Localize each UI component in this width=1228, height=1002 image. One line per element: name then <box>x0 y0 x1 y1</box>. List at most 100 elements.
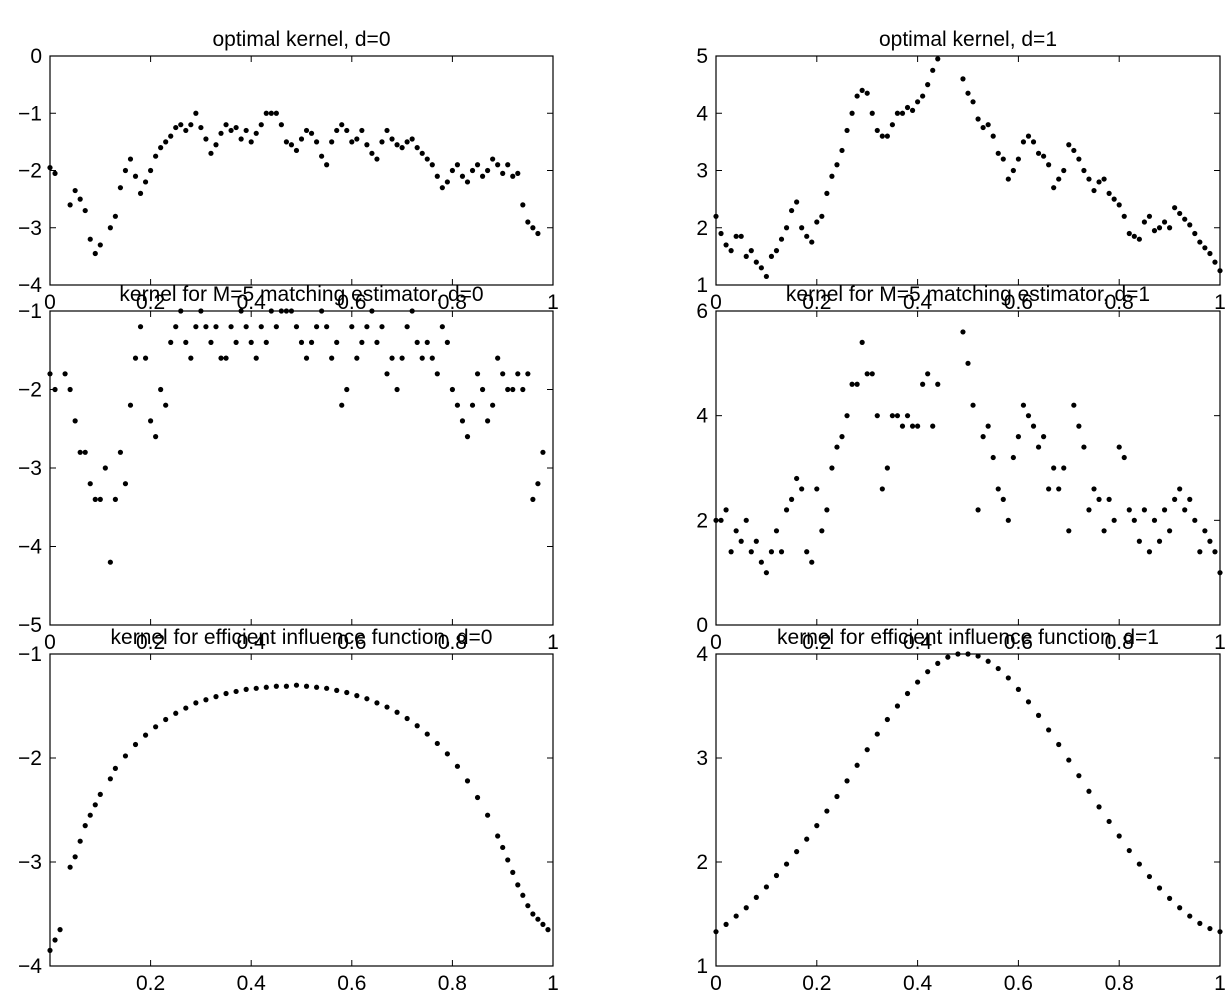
data-point <box>1086 176 1092 182</box>
x-tick-label: 0.2 <box>802 972 831 995</box>
plot-panel-1: optimal kernel, d=0 0 0.2 0.4 0.6 0.8 1 −4 −3 −2 −… <box>18 28 559 314</box>
data-point <box>884 133 890 139</box>
data-point <box>1041 434 1047 440</box>
data-point <box>525 371 531 377</box>
data-point <box>520 892 526 898</box>
data-point <box>263 339 269 345</box>
data-point <box>773 872 780 879</box>
data-point <box>874 127 880 134</box>
x-tick-label: 1 <box>1214 631 1226 654</box>
data-point <box>743 517 749 523</box>
data-point <box>364 696 370 702</box>
data-point <box>925 669 931 675</box>
data-point <box>723 507 729 513</box>
data-point <box>970 402 976 408</box>
data-point <box>298 339 305 345</box>
x-tick-label: 0.8 <box>438 291 467 314</box>
data-point <box>718 230 724 237</box>
data-point <box>520 202 526 208</box>
data-point <box>1081 444 1087 450</box>
data-point <box>879 486 885 492</box>
data-point <box>384 704 390 710</box>
x-tick-label: 0.4 <box>903 631 933 654</box>
data-point <box>72 854 78 860</box>
data-point <box>1116 444 1122 450</box>
data-point <box>379 139 385 145</box>
data-point <box>1056 741 1062 748</box>
data-point <box>193 700 199 706</box>
data-point <box>374 156 380 162</box>
data-point <box>334 687 340 694</box>
plot-title: optimal kernel, d=0 <box>212 28 390 51</box>
x-tick-label: 0 <box>710 631 722 654</box>
x-tick-label: 0.6 <box>1004 631 1033 654</box>
data-point <box>814 823 820 829</box>
data-point <box>344 127 350 134</box>
y-tick-label: 1 <box>696 274 708 297</box>
data-point <box>980 434 986 440</box>
y-tick-label: 2 <box>696 851 708 874</box>
data-point <box>188 122 194 128</box>
data-point <box>945 654 951 660</box>
y-tick-label: −4 <box>18 536 42 559</box>
data-point <box>985 658 991 664</box>
x-tick-label: 0.6 <box>337 631 366 654</box>
x-tick-label: 0.6 <box>1004 972 1033 995</box>
plot-title: kernel for M=5 matching estimator, d=1 <box>786 283 1150 306</box>
plot-panel-2: optimal kernel, d=1 0 0.2 0.4 0.6 0.8 1 1 2 3 4 5 <box>696 28 1226 314</box>
data-point <box>173 124 179 131</box>
data-point <box>535 481 541 487</box>
data-point <box>995 486 1001 492</box>
data-point <box>404 324 410 330</box>
y-tick-label: 3 <box>696 160 708 183</box>
data-point <box>915 679 921 685</box>
data-point <box>439 185 445 191</box>
data-point <box>1005 176 1011 182</box>
data-point <box>1076 156 1082 162</box>
data-point <box>1167 528 1173 534</box>
plot-title: optimal kernel, d=1 <box>879 28 1057 51</box>
data-point <box>434 371 440 377</box>
data-point <box>1096 496 1102 502</box>
data-point <box>424 731 430 737</box>
data-point <box>424 339 430 345</box>
data-point <box>728 248 734 254</box>
data-point <box>1187 496 1193 502</box>
data-point <box>268 308 274 314</box>
data-point <box>288 308 295 314</box>
x-tick-label: 0 <box>44 291 56 314</box>
data-point <box>753 538 759 544</box>
data-point <box>339 122 345 128</box>
x-tick-label: 0 <box>44 631 56 654</box>
data-point <box>1015 434 1022 440</box>
x-tick-label: 1 <box>1214 972 1226 995</box>
data-point <box>273 110 279 116</box>
data-point <box>794 475 800 482</box>
data-point <box>248 139 254 145</box>
data-point <box>1207 250 1213 257</box>
data-point <box>334 127 340 134</box>
data-point <box>258 324 264 330</box>
data-point <box>464 179 471 185</box>
data-point <box>915 423 921 429</box>
data-point <box>955 651 961 657</box>
data-point <box>1217 929 1223 935</box>
plot-frame <box>715 653 1221 967</box>
data-point <box>1091 486 1097 492</box>
data-point <box>1071 402 1077 408</box>
data-point <box>173 324 179 330</box>
data-point <box>334 339 340 345</box>
data-point <box>203 324 209 330</box>
data-point <box>87 481 93 487</box>
data-point <box>1051 185 1057 191</box>
data-point <box>158 145 164 151</box>
data-point <box>223 690 229 697</box>
data-point <box>132 355 139 361</box>
data-point <box>117 449 124 455</box>
plot-panel-3: kernel for M=5 matching estimator, d=0 0 0… <box>18 283 559 654</box>
data-point <box>183 339 189 345</box>
data-point <box>344 386 350 393</box>
data-point <box>520 386 526 393</box>
data-point <box>47 165 53 171</box>
